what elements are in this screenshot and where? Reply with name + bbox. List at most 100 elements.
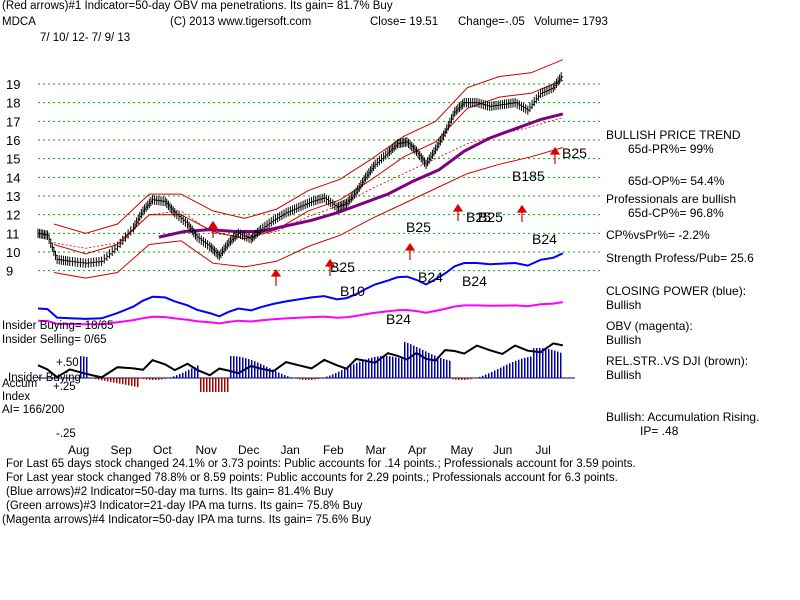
- accum-bar: [557, 351, 559, 378]
- strength-value: Strength Profess/Pub= 25.6: [606, 251, 754, 265]
- accum-bar: [548, 349, 550, 378]
- accum-bar: [188, 369, 190, 378]
- accum-bar: [446, 359, 448, 378]
- change-value: Change=-.05: [458, 16, 525, 28]
- accum-bar: [137, 378, 139, 388]
- volume-value: Volume= 1793: [534, 16, 608, 28]
- accum-bar: [176, 375, 178, 378]
- accum-bar: [554, 350, 556, 378]
- y-tick-label: 19: [6, 77, 20, 92]
- accum-bar: [479, 376, 481, 378]
- accum-bar: [452, 378, 454, 380]
- signal-label: B25: [562, 145, 587, 161]
- footer-line1: For Last 65 days stock changed 24.1% or …: [6, 458, 636, 470]
- accum-bar: [428, 352, 430, 378]
- accum-bar: [335, 372, 337, 378]
- y-tick-label: 14: [6, 170, 20, 185]
- x-tick-label: Jan: [281, 443, 300, 457]
- accum-bar: [461, 378, 463, 380]
- x-tick-label: Mar: [366, 443, 387, 457]
- accum-bar: [539, 348, 541, 378]
- accum-bar: [497, 369, 499, 378]
- x-tick-label: Sep: [111, 443, 133, 457]
- accum-bar: [377, 356, 379, 378]
- obv-label: OBV (magenta):: [606, 319, 693, 333]
- red-arrow-icon: [404, 242, 416, 260]
- accum-bar: [332, 374, 334, 378]
- accum-bar: [182, 372, 184, 378]
- relstr-line: [37, 342, 564, 379]
- accum-bar: [194, 366, 196, 378]
- x-tick-label: Apr: [408, 443, 427, 457]
- inner-upper-band: [53, 79, 563, 255]
- signal-label: B25: [330, 259, 355, 275]
- accum-bar: [395, 357, 397, 378]
- accum-bar: [218, 378, 220, 392]
- accum-bar: [503, 366, 505, 378]
- accum-bar: [380, 356, 382, 378]
- accum-bar: [149, 378, 151, 380]
- accum-bar: [242, 357, 244, 378]
- accum-bar: [542, 348, 544, 378]
- accum-bar: [98, 378, 100, 380]
- accum-bar: [203, 378, 205, 392]
- footer-line2: For Last year stock changed 78.8% or 8.5…: [6, 472, 618, 484]
- closing-power-label: CLOSING POWER (blue):: [606, 284, 747, 298]
- accum-bar: [179, 373, 181, 378]
- accum-bar: [206, 378, 208, 392]
- pros-text: Professionals are bullish: [606, 192, 737, 206]
- y-tick-label: 17: [6, 114, 20, 129]
- accum-bar: [155, 378, 157, 380]
- accum-bar: [470, 378, 472, 380]
- accum-bar: [269, 368, 271, 378]
- accum-bar: [407, 342, 409, 378]
- accum-bar: [440, 357, 442, 378]
- accum-bar: [305, 378, 307, 380]
- accum-bar: [515, 360, 517, 378]
- red-arrow-icon: [324, 258, 336, 276]
- accum-bar: [311, 378, 313, 380]
- accum-bar: [128, 378, 130, 386]
- accum-bar: [257, 362, 259, 378]
- accum-bar: [122, 378, 124, 385]
- y-tick-label: 10: [6, 245, 20, 260]
- accum-bar: [431, 354, 433, 378]
- accum-bar: [152, 378, 154, 380]
- accum-bar: [224, 378, 226, 392]
- accum-bar: [104, 378, 106, 381]
- accum-bar: [284, 375, 286, 378]
- trend-title: BULLISH PRICE TREND: [606, 128, 741, 142]
- accum-bar: [230, 356, 232, 378]
- obv-state: Bullish: [606, 333, 642, 347]
- accum-bar: [170, 377, 172, 378]
- cpvspr-value: CP%vsPr%= -2.2%: [606, 228, 710, 242]
- date-range: 7/ 10/ 12- 7/ 9/ 13: [40, 32, 131, 44]
- accum-bar: [281, 373, 283, 378]
- y-tick-label: 16: [6, 133, 20, 148]
- insider-selling: Insider Selling= 0/65: [2, 334, 107, 346]
- accum-bar: [413, 345, 415, 378]
- red-arrow-icon: [452, 203, 464, 221]
- accum-bar: [173, 376, 175, 378]
- red-arrow-icon: [207, 220, 219, 238]
- accum-bar: [419, 348, 421, 378]
- x-tick-label: Aug: [68, 443, 89, 457]
- accum-bar: [482, 375, 484, 378]
- accum-bar: [260, 363, 262, 378]
- accum-bar: [383, 356, 385, 378]
- x-tick-label: May: [451, 443, 474, 457]
- copyright: (C) 2013 www.tigersoft.com: [170, 16, 312, 28]
- accum-bar: [245, 358, 247, 378]
- accum-bar: [365, 359, 367, 378]
- index-label: Index: [2, 391, 31, 403]
- accum-bar: [329, 375, 331, 378]
- accum-bar: [398, 357, 400, 378]
- accum-bar: [254, 361, 256, 378]
- accum-bar: [290, 377, 292, 378]
- accum-bar: [272, 369, 274, 378]
- accum-bar: [209, 378, 211, 392]
- accum-bar: [464, 378, 466, 380]
- accum-plus50: +.50: [56, 357, 79, 369]
- accum-bar: [512, 362, 514, 378]
